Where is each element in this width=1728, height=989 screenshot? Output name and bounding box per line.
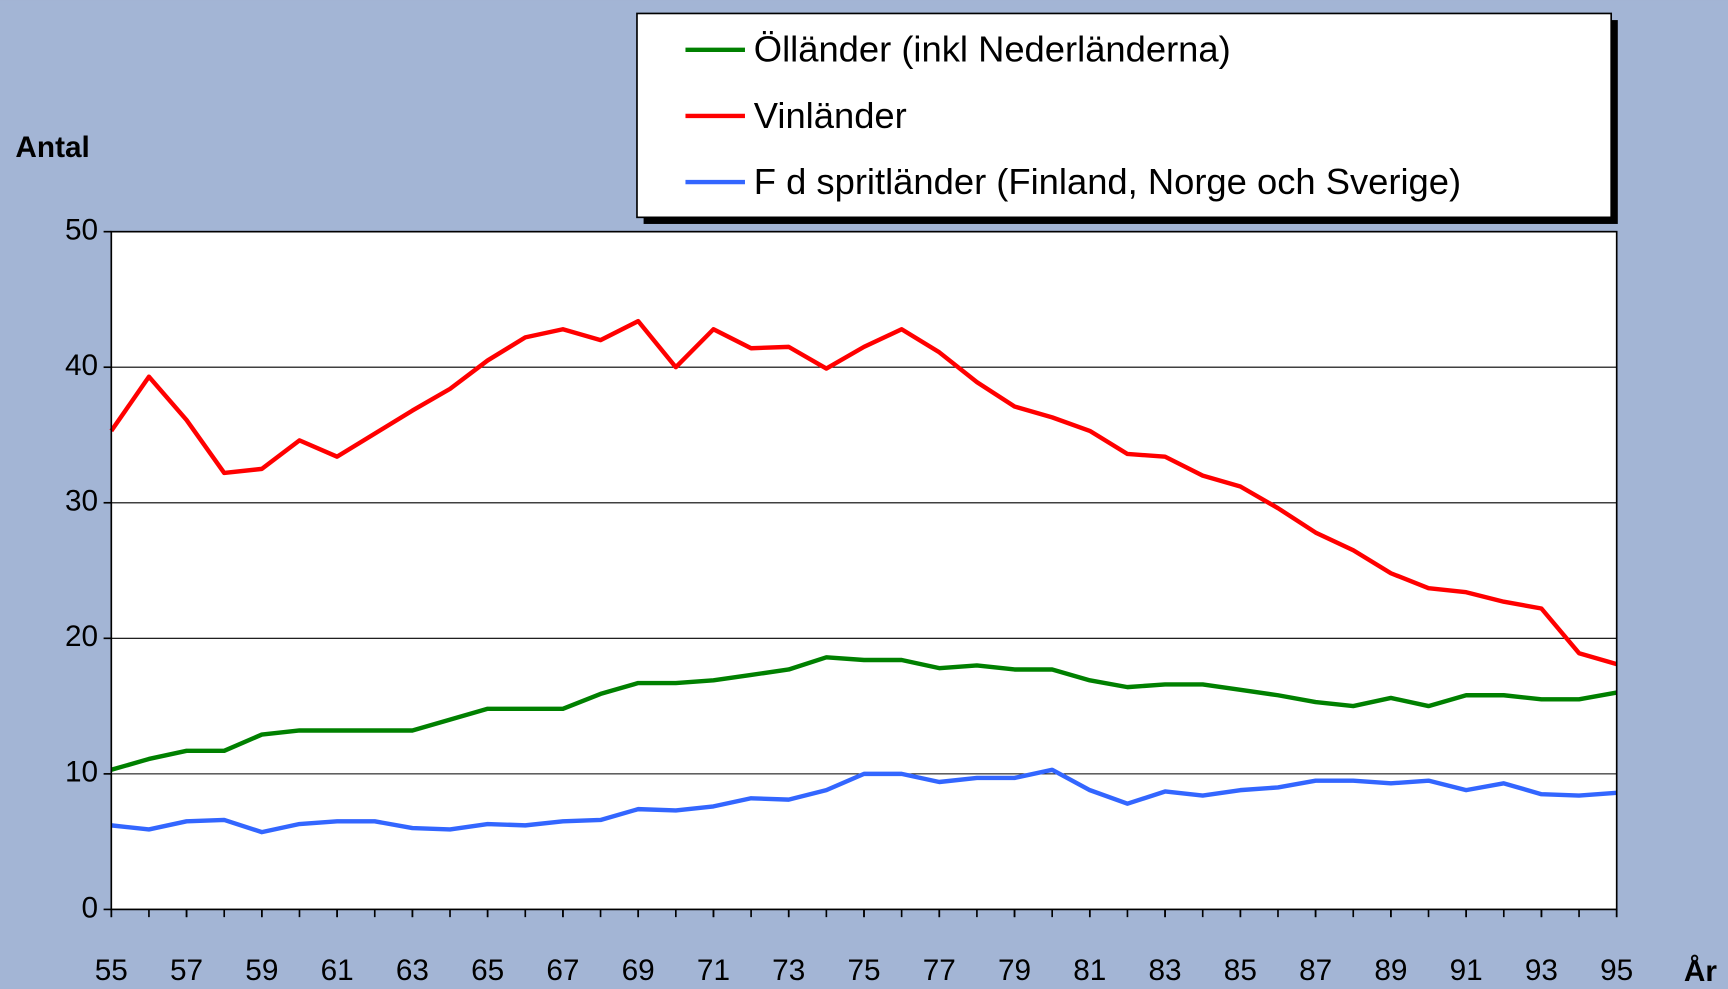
x-tick-label: 61	[321, 954, 354, 987]
x-tick-label: 91	[1450, 954, 1483, 987]
x-tick-label: 89	[1374, 954, 1407, 987]
x-tick-label: 63	[396, 954, 429, 987]
x-tick-label: 83	[1149, 954, 1182, 987]
x-tick-label: 75	[847, 954, 880, 987]
x-tick-label: 79	[998, 954, 1031, 987]
legend	[636, 12, 1613, 219]
legend-label: F d spritländer (Finland, Norge och Sver…	[754, 161, 1461, 202]
x-tick-label: 73	[772, 954, 805, 987]
x-tick-label: 67	[546, 954, 579, 987]
x-tick-label: 85	[1224, 954, 1257, 987]
y-tick-label: 10	[65, 756, 98, 789]
x-tick-label: 55	[95, 954, 128, 987]
y-tick-label: 40	[65, 349, 98, 382]
x-tick-label: 81	[1073, 954, 1106, 987]
x-tick-label: 93	[1525, 954, 1558, 987]
y-tick-label: 20	[65, 620, 98, 653]
legend-items: Ölländer (inkl Nederländerna) Vinländer F …	[685, 29, 1461, 202]
series-line	[109, 318, 1618, 667]
x-tick-label: 95	[1600, 954, 1633, 987]
x-tick-label: 57	[170, 954, 203, 987]
x-tick-label: 59	[245, 954, 278, 987]
x-tick-label: 77	[923, 954, 956, 987]
legend-label: Ölländer (inkl Nederländerna)	[754, 29, 1231, 70]
plot-area	[111, 231, 1617, 910]
x-tick-label: 65	[471, 954, 504, 987]
series-line	[110, 655, 1618, 772]
y-axis-label: Antal	[15, 131, 89, 164]
y-tick-label: 30	[65, 485, 98, 518]
x-axis-label: År	[1684, 955, 1717, 988]
series-line	[111, 767, 1617, 835]
lines	[109, 318, 1618, 835]
x-tick-label: 87	[1299, 954, 1332, 987]
x-tick-label: 69	[622, 954, 655, 987]
legend-label: Vinländer	[754, 95, 907, 136]
x-tick-label: 71	[697, 954, 730, 987]
y-tick-label: 50	[65, 214, 98, 247]
y-tick-label: 0	[82, 891, 99, 924]
